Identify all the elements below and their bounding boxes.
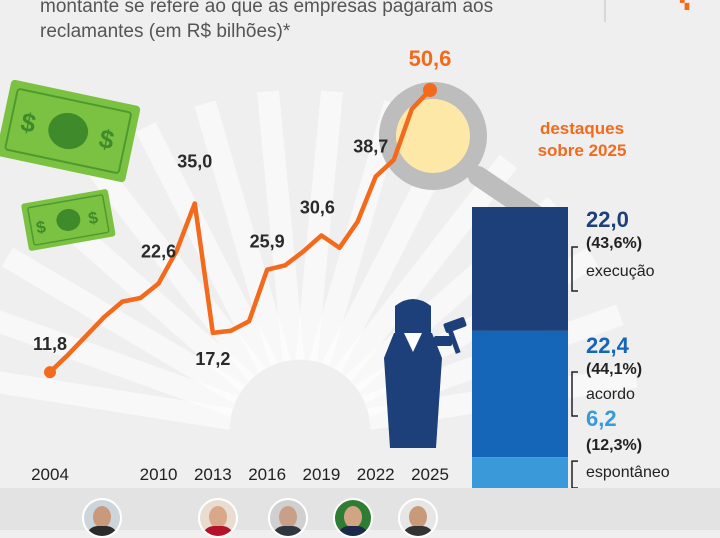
segment-label-execucao: execução xyxy=(586,263,655,280)
segment-value-acordo: 22,4 xyxy=(586,333,629,358)
segment-label-espontaneo: espontâneo xyxy=(586,464,670,481)
segment-value-execucao: 22,0 xyxy=(586,207,629,232)
sunburst-ray xyxy=(257,90,305,362)
intro-text: montante se refere ao que as empresas pa… xyxy=(40,0,493,44)
segment-percent-acordo: (44,1%) xyxy=(586,361,643,378)
sunburst-ray xyxy=(295,90,343,362)
president-portraits-strip xyxy=(0,488,720,538)
data-label: 38,7 xyxy=(353,137,388,157)
corner-mark-icon: ▚ xyxy=(680,0,690,10)
line-series xyxy=(47,87,433,375)
start-point xyxy=(44,366,56,379)
portrait-2-avatar xyxy=(198,498,238,538)
judge-icon xyxy=(384,299,467,448)
money-bill-large-icon: $ $ xyxy=(0,79,141,183)
stacked-bar-segment xyxy=(472,457,568,492)
intro-line-2: reclamantes (em R$ bilhões)* xyxy=(40,21,291,42)
segment-bracket xyxy=(571,460,578,489)
money-bill-small-icon: $ $ xyxy=(21,189,116,251)
x-tick-label: 2022 xyxy=(357,465,395,484)
sunburst-ray xyxy=(194,100,292,366)
x-tick-label: 2010 xyxy=(140,465,178,484)
line-chart: 2004 2010 2013 2016 2019 2022 2025 11,8 22,6 35,0… xyxy=(31,46,451,484)
segment-label-acordo: acordo xyxy=(586,386,635,403)
stacked-bar-segment xyxy=(472,207,568,331)
portrait-4-avatar xyxy=(333,498,373,538)
data-label: 22,6 xyxy=(141,241,176,261)
x-tick-label: 2019 xyxy=(303,465,341,484)
end-point xyxy=(423,83,437,97)
portrait-3-avatar xyxy=(268,498,308,538)
stacked-bar-chart xyxy=(472,207,578,492)
highlights-title-line-2: sobre 2025 xyxy=(537,141,627,160)
segment-value-espontaneo: 6,2 xyxy=(586,406,617,431)
sunburst-ray xyxy=(1,247,246,404)
x-tick-label: 2004 xyxy=(31,465,69,484)
data-label: 30,6 xyxy=(300,197,335,217)
svg-text:$: $ xyxy=(87,208,100,228)
segment-bracket xyxy=(571,246,578,292)
sunburst-ray xyxy=(0,310,238,417)
segment-percent-espontaneo: (12,3%) xyxy=(586,437,643,454)
segment-percent-execucao: (43,6%) xyxy=(586,235,643,252)
svg-text:$: $ xyxy=(96,123,117,155)
svg-text:$: $ xyxy=(35,217,48,237)
portrait-1-avatar xyxy=(82,498,122,538)
highlights-title-line-1: destaques xyxy=(539,119,625,138)
sunburst-ray xyxy=(82,154,266,382)
data-label: 17,2 xyxy=(195,349,230,369)
svg-text:$: $ xyxy=(18,106,39,138)
data-label: 35,0 xyxy=(177,151,212,171)
sunburst-ray xyxy=(334,154,518,382)
portrait-5-avatar xyxy=(398,498,438,538)
highlights-title: destaques sobre 2025 xyxy=(522,118,642,162)
data-label: 25,9 xyxy=(250,232,285,252)
data-label: 11,8 xyxy=(33,334,67,354)
stacked-bar-segment xyxy=(472,330,568,458)
sunburst-ray xyxy=(135,122,279,373)
intro-line-1: montante se refere ao que as empresas pa… xyxy=(40,0,494,17)
x-tick-label: 2013 xyxy=(194,465,232,484)
x-tick-label: 2016 xyxy=(248,465,286,484)
top-divider xyxy=(604,0,606,22)
segment-bracket xyxy=(571,371,578,417)
x-tick-label: 2025 xyxy=(411,465,449,484)
sunburst-ray xyxy=(0,371,233,430)
data-label: 50,6 xyxy=(409,46,452,71)
